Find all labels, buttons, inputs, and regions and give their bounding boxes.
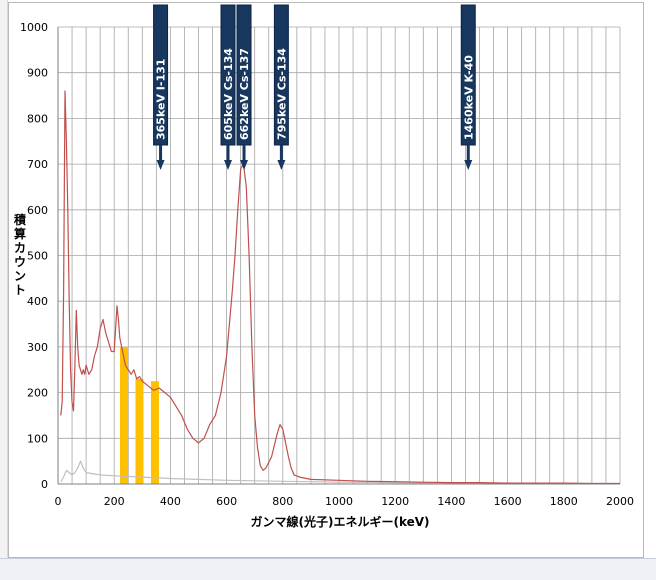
y-tick-label: 500	[27, 250, 48, 263]
y-tick-label: 700	[27, 158, 48, 171]
y-tick-label: 100	[27, 432, 48, 445]
axes	[57, 27, 620, 485]
energy-bands	[120, 346, 159, 484]
energy-band	[150, 381, 159, 484]
y-axis-title-char: ン	[14, 269, 26, 283]
spectrum-line-grey	[60, 460, 620, 485]
marker-arrow-head	[156, 160, 165, 170]
series-group	[60, 90, 620, 485]
nuclide-marker: 1460keV K-40	[460, 4, 476, 170]
x-tick-label: 1800	[550, 495, 578, 508]
energy-band	[135, 378, 144, 484]
y-tick-label: 900	[27, 67, 48, 80]
x-tick-label: 2000	[606, 495, 634, 508]
nuclide-marker: 662keV Cs-137	[236, 4, 252, 170]
y-tick-label: 600	[27, 204, 48, 217]
x-tick-label: 400	[160, 495, 181, 508]
y-axis-title-char: カ	[14, 241, 26, 255]
x-tick-label: 1000	[325, 495, 353, 508]
x-tick-label: 200	[104, 495, 125, 508]
marker-label: 365keV I-131	[155, 59, 168, 140]
y-tick-label: 0	[41, 478, 48, 491]
marker-label: 1460keV K-40	[462, 55, 475, 140]
x-tick-label: 1600	[494, 495, 522, 508]
nuclide-marker: 605keV Cs-134	[220, 4, 236, 170]
y-axis-title-char: ト	[14, 283, 26, 297]
tick-labels: 0 100 200 300 400 500 600 700 800 900 1000 0 200 400 6…	[20, 21, 634, 508]
y-axis-title-char: 算	[14, 226, 26, 241]
nuclide-marker: 365keV I-131	[153, 4, 169, 170]
x-tick-label: 1200	[381, 495, 409, 508]
spreadsheet-edge	[0, 0, 8, 580]
marker-label: 605keV Cs-134	[222, 48, 235, 140]
y-tick-label: 200	[27, 387, 48, 400]
spectrum-line-red	[60, 90, 620, 485]
marker-arrow-head	[240, 160, 249, 170]
marker-label: 662keV Cs-137	[238, 48, 251, 140]
x-tick-label: 600	[216, 495, 237, 508]
y-tick-label: 300	[27, 341, 48, 354]
x-tick-label: 800	[272, 495, 293, 508]
y-tick-label: 800	[27, 112, 48, 125]
nuclide-marker: 795keV Cs-134	[273, 4, 289, 170]
marker-arrow-head	[464, 160, 473, 170]
marker-arrow-head	[277, 160, 286, 170]
x-tick-label: 1400	[437, 495, 465, 508]
y-axis-title-char: 積	[13, 212, 27, 227]
y-tick-label: 1000	[20, 21, 48, 34]
energy-band	[120, 346, 129, 484]
nuclide-markers: 365keV I-131 605keV Cs-134 662keV Cs-137 79…	[153, 4, 476, 170]
y-axis-title-char: ウ	[14, 255, 26, 269]
x-tick-label: 0	[55, 495, 62, 508]
bottom-strip	[0, 558, 656, 580]
marker-label: 795keV Cs-134	[275, 48, 288, 140]
marker-arrow-head	[224, 160, 233, 170]
y-tick-label: 400	[27, 295, 48, 308]
x-axis-title: ガンマ線(光子)エネルギー(keV)	[250, 514, 429, 529]
